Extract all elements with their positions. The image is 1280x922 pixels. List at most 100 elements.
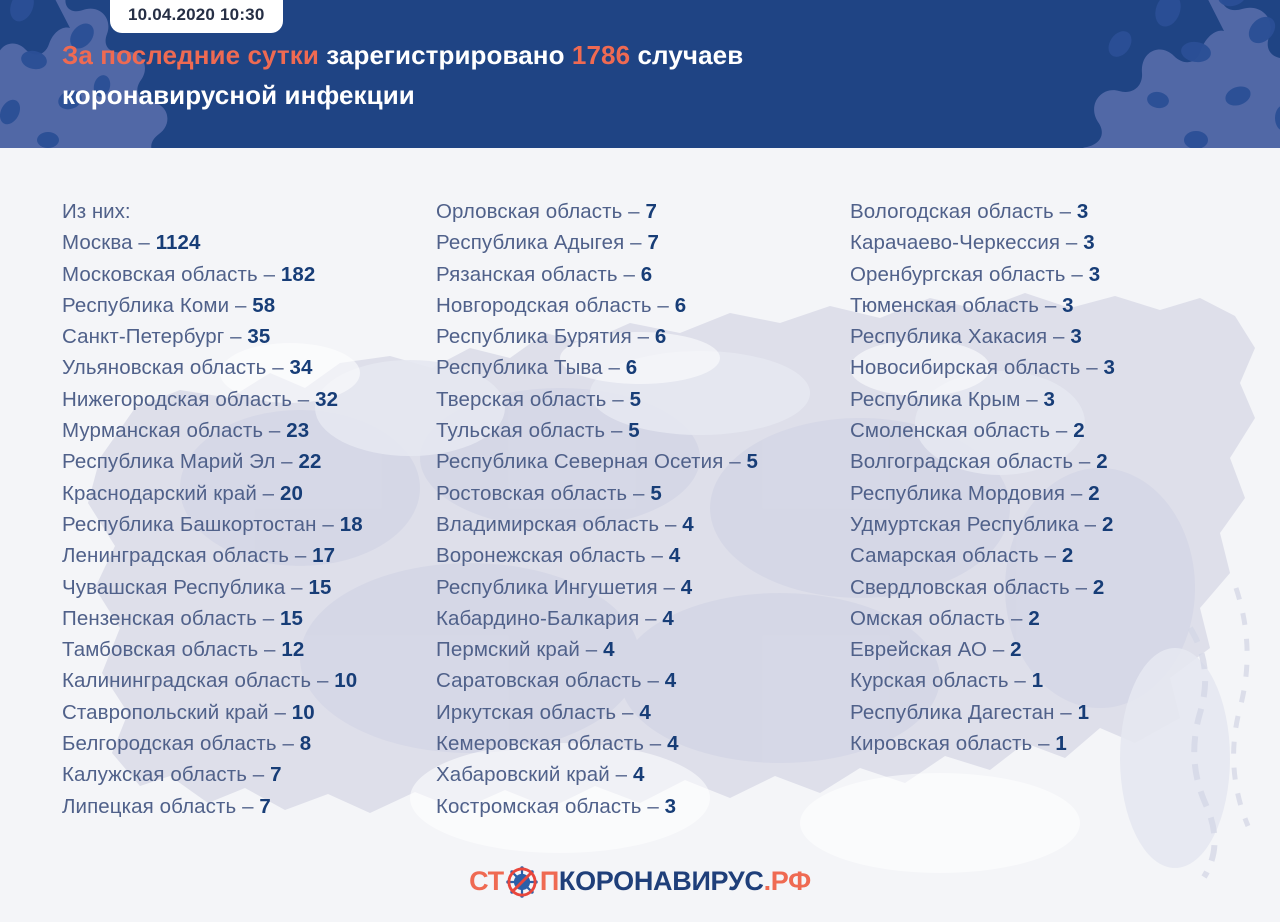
region-value: 23 [286, 419, 310, 443]
headline-tail: случаев [630, 40, 744, 70]
region-name: Самарская область [850, 544, 1039, 568]
region-separator: – [256, 481, 280, 505]
region-name: Еврейская АО [850, 638, 988, 662]
column-2-rows: Орловская область – 7 Республика Адыгея –… [436, 196, 850, 822]
region-separator: – [627, 481, 651, 505]
region-separator: – [229, 293, 253, 317]
region-name: Новгородская область [436, 293, 652, 317]
region-separator: – [1047, 325, 1071, 349]
region-row: Республика Адыгея – 7 [436, 227, 850, 258]
region-value: 4 [667, 732, 679, 756]
region-row: Еврейская АО – 2 [850, 634, 1280, 665]
region-separator: – [236, 794, 260, 818]
region-row: Свердловская область – 2 [850, 572, 1280, 603]
stopkoronavirus-logo[interactable]: СТ [469, 864, 811, 898]
region-row: Кабардино-Балкария – 4 [436, 603, 850, 634]
region-row: Республика Коми – 58 [62, 290, 420, 321]
region-name: Республика Ингушетия [436, 575, 658, 599]
region-value: 3 [1070, 325, 1082, 349]
region-separator: – [275, 450, 299, 474]
region-row: Пензенская область – 15 [62, 603, 420, 634]
region-name: Тюменская область [850, 293, 1040, 317]
logo-text-koronavirus: КОРОНАВИРУС [558, 865, 764, 896]
region-value: 2 [1061, 544, 1074, 568]
region-name: Вологодская область [850, 200, 1054, 223]
region-value: 2 [1028, 606, 1040, 630]
logo-text-rf: .РФ [763, 865, 812, 896]
region-value: 6 [654, 325, 667, 349]
region-row: Чувашская Республика – 15 [62, 572, 420, 603]
region-name: Ставропольский край [62, 700, 269, 724]
region-separator: – [1080, 356, 1104, 380]
region-separator: – [641, 669, 665, 693]
region-row: Краснодарский край – 20 [62, 478, 420, 509]
region-value: 4 [668, 544, 681, 568]
region-value: 17 [312, 544, 336, 568]
region-value: 4 [639, 700, 651, 724]
region-name: Новосибирская область [850, 356, 1081, 380]
region-row: Тульская область – 5 [436, 415, 850, 446]
region-row: Воронежская область – 4 [436, 540, 850, 571]
region-name: Орловская область [436, 200, 623, 223]
region-value: 2 [1088, 481, 1100, 505]
region-separator: – [987, 638, 1011, 662]
region-row: Тюменская область – 3 [850, 290, 1280, 321]
region-value: 10 [291, 700, 315, 724]
region-value: 58 [252, 293, 276, 317]
region-name: Кировская область [850, 732, 1033, 756]
region-separator: – [1054, 700, 1078, 724]
region-row: Ленинградская область – 17 [62, 540, 420, 571]
region-name: Пермский край [436, 638, 580, 662]
region-value: 1 [1077, 700, 1090, 724]
region-name: Карачаево-Черкессия [850, 231, 1061, 255]
headline-mid: зарегистрировано [318, 40, 572, 70]
region-name: Тульская область [436, 419, 606, 443]
column-1-rows: Москва – 1124 Московская область – 182 Рес… [62, 227, 420, 822]
region-separator: – [616, 700, 640, 724]
region-value: 7 [645, 200, 657, 223]
region-separator: – [316, 512, 340, 536]
region-name: Московская область [62, 262, 258, 286]
region-separator: – [224, 325, 248, 349]
region-name: Ростовская область [436, 481, 628, 505]
region-separator: – [291, 387, 316, 411]
region-value: 12 [281, 638, 305, 662]
region-row: Нижегородская область – 32 [62, 384, 420, 415]
region-row: Калужская область – 7 [62, 759, 420, 790]
region-separator: – [257, 262, 281, 286]
footer: СТ [0, 864, 1280, 898]
region-value: 3 [1083, 231, 1095, 255]
region-row: Москва – 1124 [62, 227, 420, 258]
region-value: 6 [640, 262, 653, 286]
region-row: Ставропольский край – 10 [62, 697, 420, 728]
region-row: Ростовская область – 5 [436, 478, 850, 509]
region-separator: – [631, 325, 655, 349]
column-3: Вологодская область – 3 Карачаево-Черкесс… [850, 196, 1280, 822]
region-value: 3 [1043, 387, 1056, 411]
region-separator: – [1020, 387, 1044, 411]
region-name: Республика Башкортостан [62, 512, 317, 536]
region-separator: – [641, 794, 665, 818]
region-name: Республика Крым [850, 387, 1021, 411]
region-name: Республика Хакасия [850, 325, 1048, 349]
region-row: Тверская область – 5 [436, 384, 850, 415]
region-separator: – [657, 575, 681, 599]
region-value: 2 [1101, 512, 1114, 536]
region-name: Кабардино-Балкария [436, 606, 640, 630]
region-row: Мурманская область – 23 [62, 415, 420, 446]
region-separator: – [651, 293, 675, 317]
region-name: Москва [62, 231, 133, 255]
region-value: 15 [280, 606, 304, 630]
region-separator: – [1065, 262, 1089, 286]
region-value: 6 [625, 356, 638, 380]
region-name: Республика Марий Эл [62, 450, 276, 474]
region-name: Республика Северная Осетия [436, 450, 724, 474]
region-separator: – [289, 544, 313, 568]
region-row: Липецкая область – 7 [62, 791, 420, 822]
region-row: Республика Ингушетия – 4 [436, 572, 850, 603]
virus-blocked-icon [505, 865, 539, 899]
region-value: 182 [280, 262, 316, 286]
region-name: Иркутская область [436, 700, 617, 724]
region-name: Республика Бурятия [436, 325, 632, 349]
